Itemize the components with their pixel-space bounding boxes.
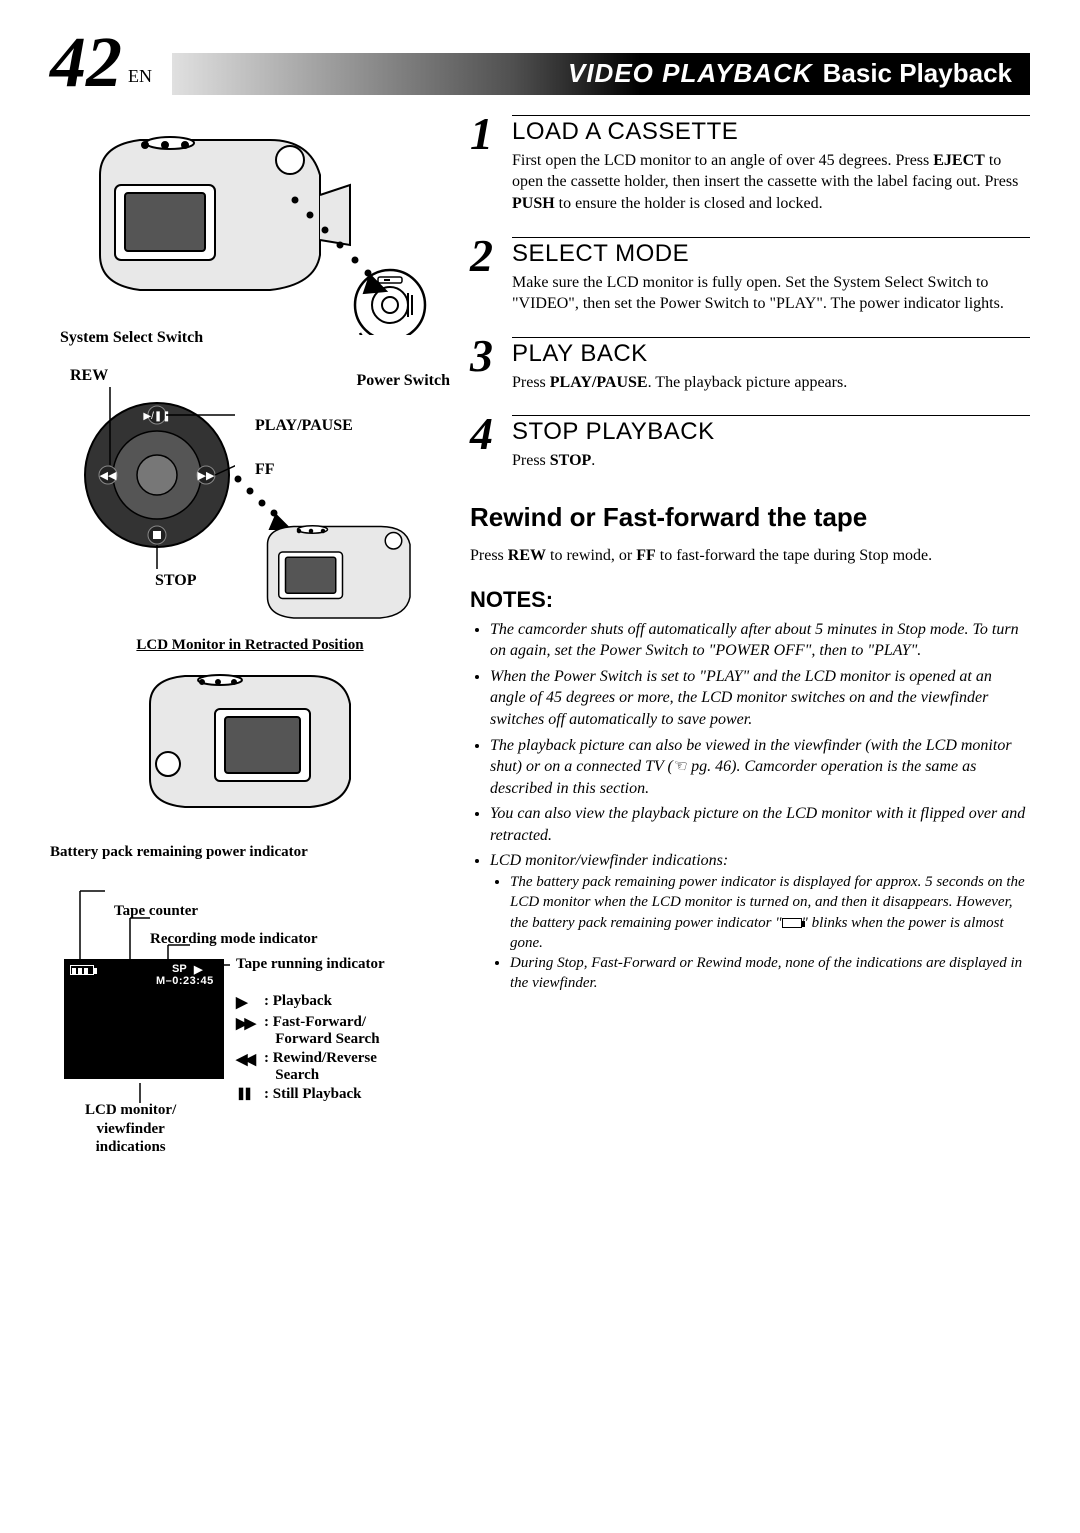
note-item: When the Power Switch is set to "PLAY" a… [490,666,1030,731]
note-subitem: The battery pack remaining power indicat… [510,872,1030,953]
camcorder-illustration-1 [70,115,430,335]
rewind-ff-body: Press REW to rewind, or FF to fast-forwa… [470,545,1030,567]
step: 3PLAY BACKPress PLAY/PAUSE. The playback… [470,337,1030,394]
title-bar: VIDEO PLAYBACK Basic Playback [172,53,1030,95]
step: 2SELECT MODEMake sure the LCD monitor is… [470,237,1030,315]
power-switch-label: Power Switch [357,372,450,390]
still-sym: ❚❚ [236,1086,264,1103]
step: 1LOAD A CASSETTEFirst open the LCD monit… [470,115,1030,215]
svg-text:◀◀: ◀◀ [100,470,117,482]
notes-heading: NOTES: [470,587,1030,613]
playback-sym: ▶ [236,993,264,1012]
lcd-retracted-title: LCD Monitor in Retracted Position [50,637,450,654]
lcd-timecode: M–0:23:45 [156,975,214,987]
svg-text:▶▶: ▶▶ [198,470,215,482]
note-item: You can also view the playback picture o… [490,803,1030,846]
lcd-sp: SP [172,963,187,975]
system-select-label: System Select Switch [60,329,450,347]
step-title: PLAY BACK [512,337,1030,368]
right-column: 1LOAD A CASSETTEFirst open the LCD monit… [470,115,1030,1153]
step-title: STOP PLAYBACK [512,415,1030,446]
control-dial-illustration: ▶/❚❚ ◀◀ ▶▶ [80,387,235,572]
step-body: Press PLAY/PAUSE. The playback picture a… [512,372,1030,394]
title-sub: Basic Playback [823,58,1012,89]
step-title: SELECT MODE [512,237,1030,268]
step-body: First open the LCD monitor to an angle o… [512,150,1030,215]
camcorder-retracted-illustration [130,664,370,824]
rew-label: REW [70,367,108,385]
still-legend: : Still Playback [264,1086,362,1103]
steps-list: 1LOAD A CASSETTEFirst open the LCD monit… [470,115,1030,472]
note-item: LCD monitor/viewfinder indications:The b… [490,850,1030,993]
rew-legend: : Rewind/Reverse Search [264,1050,377,1084]
page-header: 42 EN VIDEO PLAYBACK Basic Playback [50,30,1030,95]
stop-label: STOP [155,572,197,590]
lcd-viewfinder-label: LCD monitor/ viewfinder indications [85,1101,176,1157]
camcorder-illustration-2 [230,467,430,627]
step-number: 2 [470,229,493,282]
tape-counter-label: Tape counter [114,903,198,920]
step-title: LOAD A CASSETTE [512,115,1030,146]
rew-sym: ◀◀ [236,1050,264,1084]
ff-sym: ▶▶ [236,1014,264,1048]
recording-mode-label: Recording mode indicator [150,931,317,948]
title-main: VIDEO PLAYBACK [568,58,813,89]
play-pause-label: PLAY/PAUSE [255,417,353,435]
ff-legend: : Fast-Forward/ Forward Search [264,1014,380,1048]
note-item: The playback picture can also be viewed … [490,735,1030,800]
note-subitem: During Stop, Fast-Forward or Rewind mode… [510,953,1030,994]
svg-text:▶/❚❚: ▶/❚❚ [143,411,170,422]
lcd-screen: SP ▶ M–0:23:45 [64,959,224,1079]
battery-remain-label: Battery pack remaining power indicator [50,844,450,861]
notes-sublist: The battery pack remaining power indicat… [490,872,1030,994]
step-number: 4 [470,407,493,460]
step-body: Make sure the LCD monitor is fully open.… [512,272,1030,315]
notes-list: The camcorder shuts off automatically af… [470,619,1030,994]
mode-legend: ▶: Playback ▶▶: Fast-Forward/ Forward Se… [236,993,436,1105]
tape-running-text: Tape running indicator [236,956,385,972]
step-number: 1 [470,107,493,160]
playback-legend: : Playback [264,993,332,1012]
page-number: 42 [50,30,122,95]
tape-running-label: Tape running indicator [236,955,385,973]
lang-code: EN [128,66,152,87]
step-body: Press STOP. [512,450,1030,472]
left-column: System Select Switch REW Power Switch ▶/… [50,115,450,1153]
step-number: 3 [470,329,493,382]
battery-icon [782,918,802,928]
rewind-ff-heading: Rewind or Fast-forward the tape [470,502,1030,533]
pointer-icon: ☞ [671,755,689,779]
step: 4STOP PLAYBACKPress STOP. [470,415,1030,472]
note-item: The camcorder shuts off automatically af… [490,619,1030,662]
battery-icon [70,965,94,975]
